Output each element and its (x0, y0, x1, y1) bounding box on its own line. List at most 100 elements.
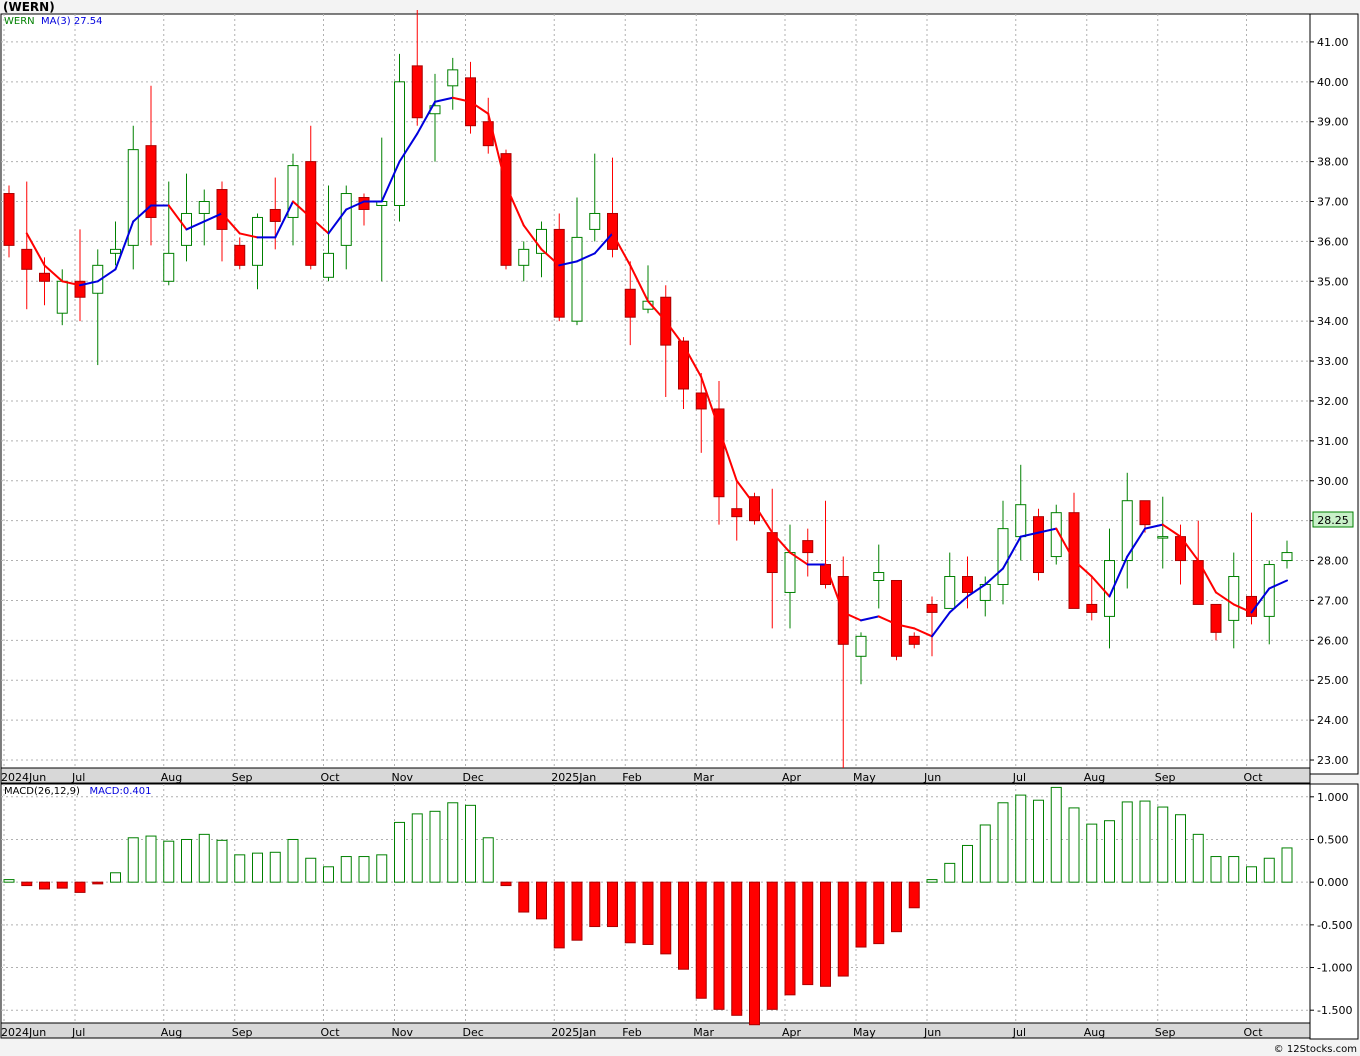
candle (926, 596, 938, 657)
candle-body (749, 496, 760, 522)
candle (553, 213, 565, 322)
macd-bar (305, 857, 317, 883)
candle (624, 261, 636, 346)
candle (287, 153, 299, 246)
y-tick-label: 40.00 (1317, 76, 1349, 89)
macd-bar (429, 810, 441, 883)
candle (1086, 576, 1098, 621)
ma-segment (1232, 603, 1253, 614)
ma-segment (895, 623, 916, 630)
candle (678, 337, 689, 409)
last-price-tag: 28.25 (1312, 511, 1354, 528)
ma-segment (558, 260, 578, 267)
macd-x-strip (0, 1022, 1311, 1039)
candle (234, 237, 246, 270)
macd-bar (1281, 847, 1293, 883)
y-tick-label: 35.00 (1317, 275, 1349, 288)
ma-segment (611, 232, 632, 267)
x-axis-labels: 2024Jun 2024Jun Jul Jul Aug Aug Sep Sep Oct Oct No… (1, 771, 1263, 1039)
macd-bar (323, 866, 334, 883)
candle-body (287, 165, 299, 218)
candle-body (110, 248, 121, 254)
candle-body (500, 153, 512, 266)
ma-segment (25, 232, 46, 267)
ma-segment (1250, 587, 1271, 614)
candle (962, 556, 973, 609)
macd-bar (39, 881, 50, 890)
macd-bar (1192, 833, 1204, 883)
macd-bar (571, 881, 583, 941)
macd-legend: MACD(26,12,9) MACD:0.401 (4, 786, 151, 797)
candle-body (855, 635, 867, 657)
y-tick-label: -1.000 (1317, 962, 1352, 975)
ma-segment (789, 551, 809, 566)
x-tick-label: Oct (1244, 1026, 1264, 1039)
y-tick-label: -1.500 (1317, 1004, 1352, 1017)
macd-bar (607, 881, 618, 928)
candle (198, 189, 210, 246)
ma-segment (931, 611, 951, 638)
ma-segment (682, 344, 703, 379)
y-tick-label: 32.00 (1317, 395, 1349, 408)
candle (1157, 496, 1169, 569)
macd-bar (163, 840, 175, 883)
macd-bar (127, 837, 139, 883)
legend-symbol: WERN (4, 16, 35, 27)
candle (1033, 508, 1044, 581)
x-tick-label: Jun (923, 771, 941, 784)
macd-bar (979, 824, 991, 883)
macd-bar (56, 881, 68, 889)
candle-body (1086, 603, 1098, 613)
macd-bar (1086, 823, 1098, 883)
candle-body (962, 576, 973, 593)
ma-segment (700, 376, 720, 430)
macd-bar (553, 881, 565, 949)
ma-segment (203, 212, 223, 223)
x-tick-label: Apr (782, 771, 802, 784)
macd-bar (3, 879, 15, 883)
last-price-tag-box (1312, 511, 1354, 528)
macd-bar (1104, 820, 1115, 883)
macd-axis-bg (1309, 783, 1359, 1040)
candle-body (1121, 500, 1133, 562)
candle-body (766, 532, 778, 574)
candle-body (39, 272, 50, 282)
macd-bar (518, 881, 530, 913)
candle (145, 85, 157, 246)
macd-bar (873, 881, 885, 945)
candle (1210, 603, 1222, 641)
ma-segment (469, 100, 490, 115)
candle (589, 153, 601, 242)
macd-legend-label: MACD(26,12,9) (4, 786, 80, 797)
candle-body (145, 145, 157, 218)
ma-segment (735, 479, 756, 506)
last-price-tag-text: 28.25 (1317, 514, 1349, 527)
macd-bar (181, 838, 192, 883)
macd-bar (358, 856, 370, 883)
candle (3, 185, 15, 258)
ma-segment (292, 200, 312, 219)
candle (713, 381, 725, 525)
candle-body (198, 201, 210, 214)
candle-body (323, 252, 334, 278)
macd-bar (1175, 814, 1186, 883)
y-tick-label: 23.00 (1317, 754, 1349, 767)
x-tick-label: Aug (1084, 1026, 1105, 1039)
ma-segment (114, 220, 135, 271)
ma-segment (327, 208, 348, 235)
candle (1121, 472, 1133, 589)
macd-bar (678, 881, 689, 970)
y-tick-label: 1.000 (1317, 791, 1349, 804)
candle-body (1015, 504, 1027, 538)
x-tick-label: Feb (622, 771, 641, 784)
y-tick-label: 39.00 (1317, 116, 1349, 129)
macd-bar (944, 862, 956, 883)
x-tick-label: Sep (1155, 1026, 1176, 1039)
x-tick-label: Sep (1155, 771, 1176, 784)
ma-segment (913, 627, 933, 638)
ma-segment (451, 96, 472, 103)
macd-bar (21, 881, 33, 887)
candle-body (571, 236, 583, 322)
x-tick-label: Jun (923, 1026, 941, 1039)
y-tick-label: 0.500 (1317, 833, 1349, 846)
